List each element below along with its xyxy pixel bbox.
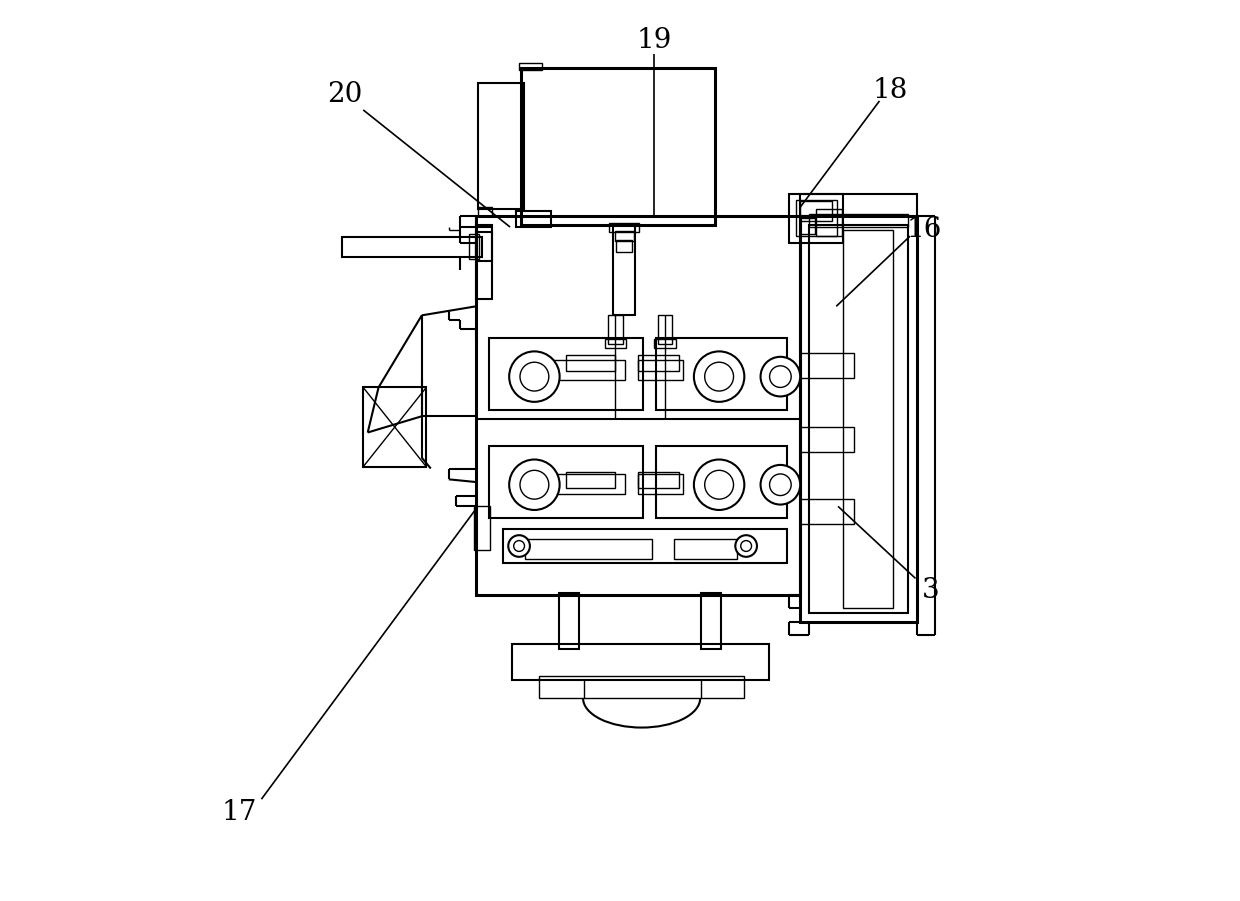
Bar <box>615 231 634 241</box>
Text: 3: 3 <box>923 577 940 604</box>
Bar <box>639 355 678 371</box>
Bar <box>810 225 909 613</box>
Bar <box>490 338 642 410</box>
Bar <box>521 360 625 380</box>
Bar <box>477 207 492 216</box>
Circle shape <box>520 470 549 499</box>
Bar <box>639 360 683 380</box>
Bar <box>701 593 720 649</box>
Bar <box>512 644 769 680</box>
Bar <box>476 216 800 595</box>
Bar <box>565 472 615 488</box>
Text: 20: 20 <box>327 81 363 108</box>
Bar <box>363 387 427 467</box>
Circle shape <box>735 535 756 557</box>
Bar <box>800 218 815 234</box>
Bar <box>503 529 786 563</box>
Bar <box>800 201 832 221</box>
Bar <box>800 499 854 524</box>
Bar <box>800 216 918 622</box>
Bar <box>613 225 635 315</box>
Bar <box>342 237 482 257</box>
Bar <box>609 315 622 344</box>
Bar <box>800 427 854 452</box>
Circle shape <box>694 351 744 402</box>
Bar <box>658 315 672 344</box>
Text: 18: 18 <box>873 77 908 104</box>
Text: 17: 17 <box>222 799 258 826</box>
Bar <box>609 223 639 232</box>
Bar <box>476 232 492 261</box>
Circle shape <box>520 362 549 391</box>
Bar <box>539 676 744 698</box>
Bar <box>520 63 542 70</box>
Bar <box>810 214 909 227</box>
Bar <box>800 194 918 216</box>
Bar <box>843 230 893 608</box>
Bar <box>521 68 714 225</box>
Bar <box>656 338 786 410</box>
Bar <box>605 339 626 348</box>
Bar <box>655 339 676 348</box>
Bar <box>639 474 683 494</box>
Circle shape <box>770 474 791 496</box>
Text: 16: 16 <box>906 216 942 243</box>
Circle shape <box>694 460 744 510</box>
Circle shape <box>740 541 751 551</box>
Bar <box>675 539 737 559</box>
Bar <box>639 472 678 488</box>
Bar <box>477 83 525 209</box>
Bar <box>516 211 551 227</box>
Bar <box>616 240 631 252</box>
Bar <box>526 539 651 559</box>
Circle shape <box>760 357 800 396</box>
Bar <box>790 194 843 243</box>
Circle shape <box>770 366 791 387</box>
Circle shape <box>510 351 559 402</box>
Bar <box>476 225 492 299</box>
Bar <box>800 353 854 378</box>
Bar <box>474 506 490 550</box>
Text: 19: 19 <box>636 27 672 54</box>
Bar <box>565 355 615 371</box>
Bar <box>559 593 579 649</box>
Bar <box>796 200 837 236</box>
Circle shape <box>513 541 525 551</box>
Bar <box>816 209 842 236</box>
Bar <box>521 474 625 494</box>
Circle shape <box>760 465 800 505</box>
Circle shape <box>510 460 559 510</box>
Circle shape <box>508 535 529 557</box>
Bar <box>469 234 480 259</box>
Circle shape <box>704 362 734 391</box>
Bar <box>656 446 786 518</box>
Circle shape <box>704 470 734 499</box>
Bar <box>490 446 642 518</box>
